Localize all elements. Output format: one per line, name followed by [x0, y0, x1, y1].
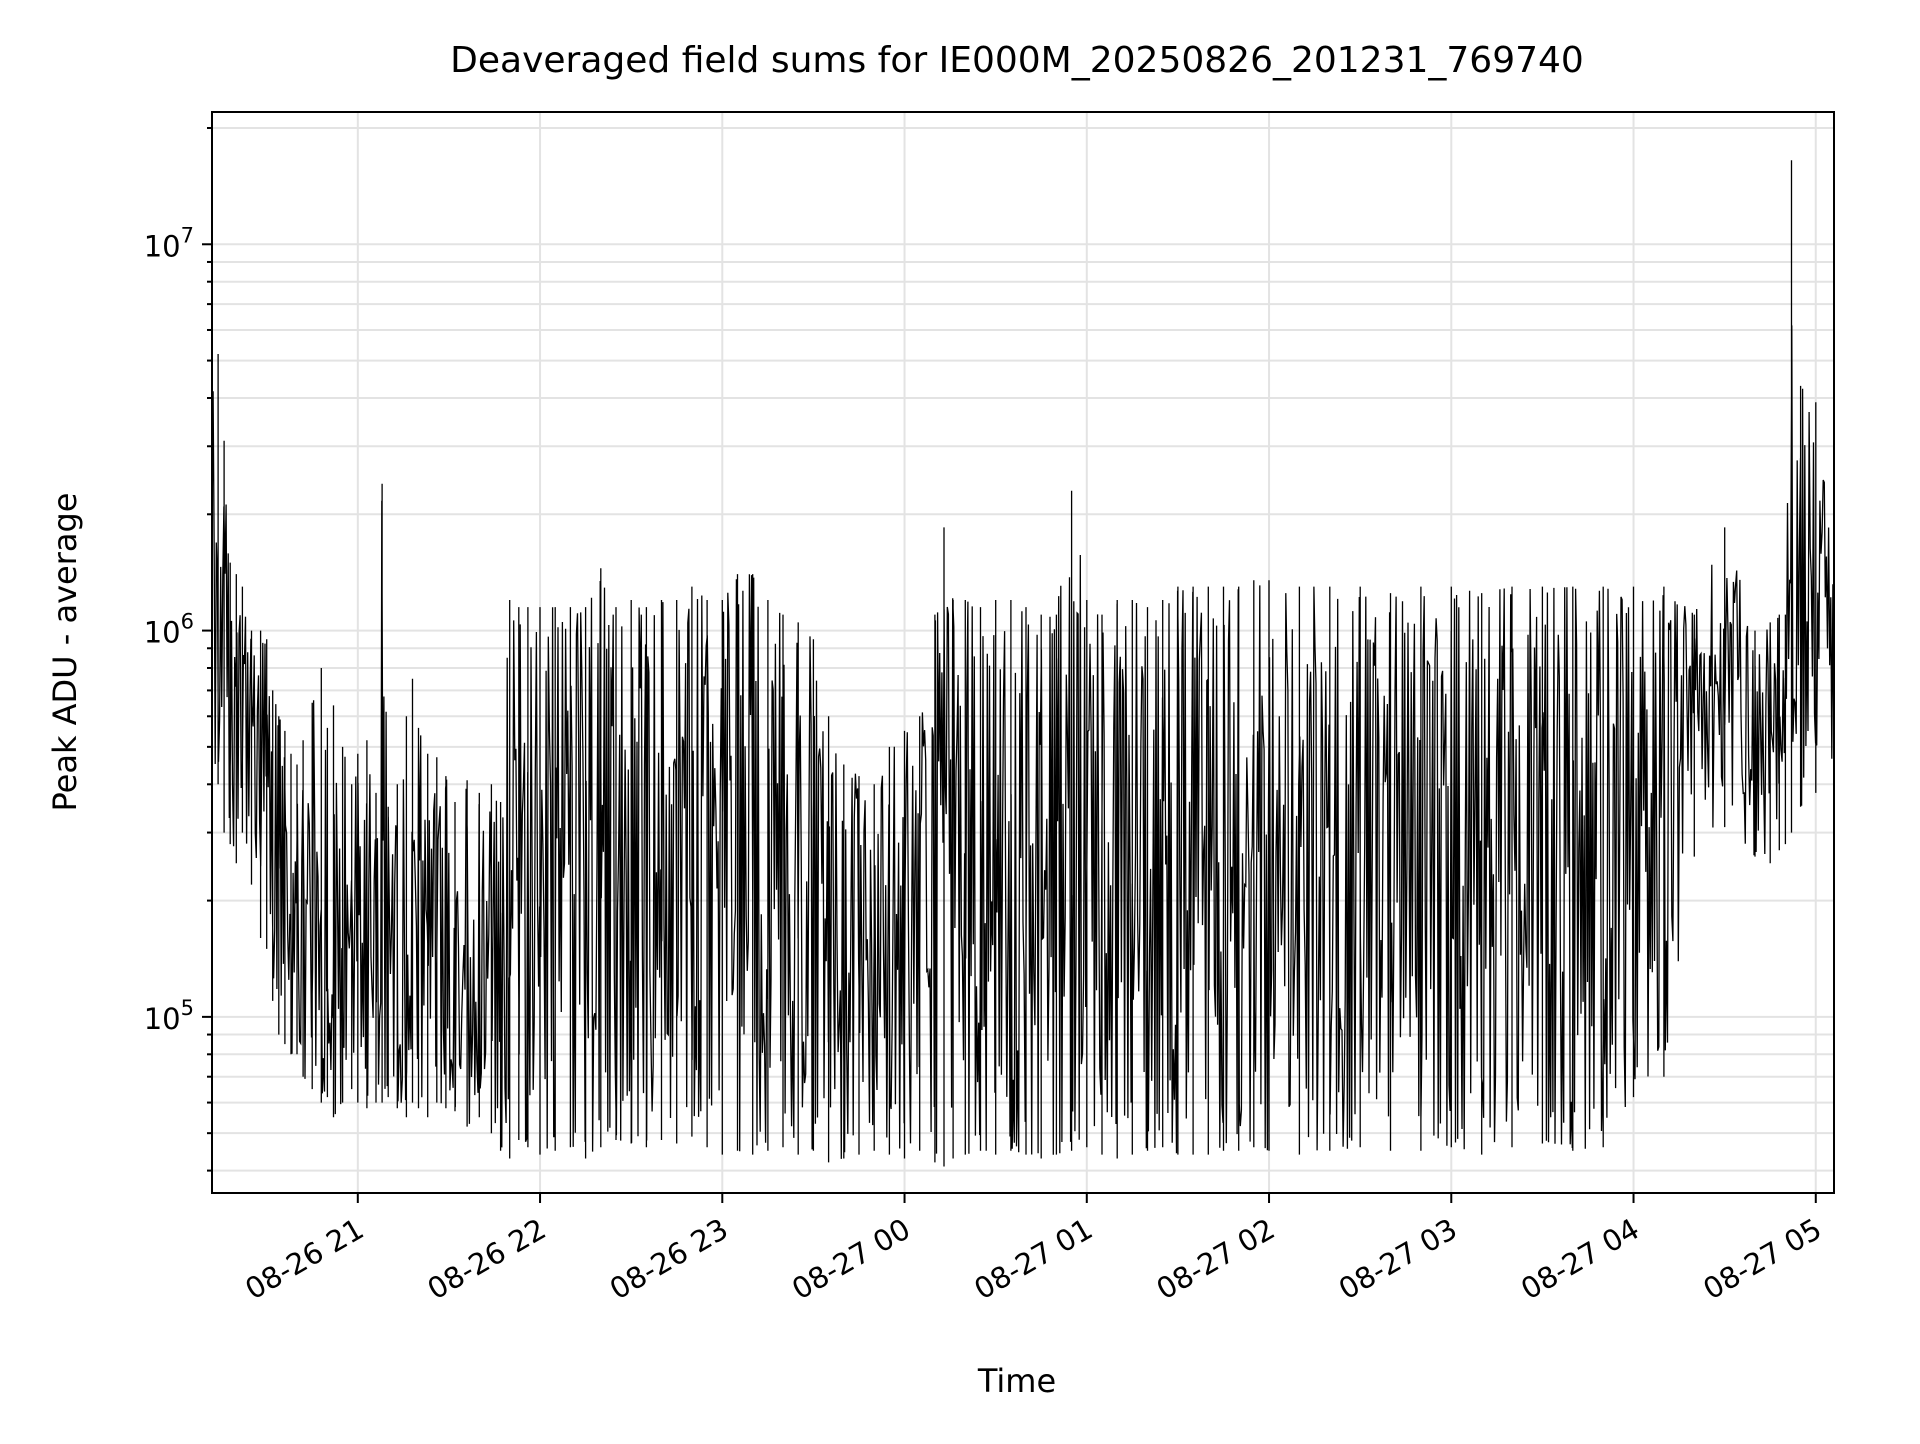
series-line	[211, 160, 1835, 1167]
grid	[212, 112, 1834, 1193]
x-tick-label: 08-26 21	[239, 1212, 369, 1307]
chart-title: Deaveraged field sums for IE000M_2025082…	[450, 40, 1584, 81]
x-tick-label: 08-27 01	[968, 1212, 1098, 1307]
x-tick-label: 08-27 04	[1515, 1212, 1645, 1307]
data-series	[211, 160, 1835, 1167]
x-tick-label: 08-27 02	[1151, 1212, 1281, 1307]
x-axis-ticks: 08-26 21 08-26 22 08-26 23 08-27 00 08-27 01…	[239, 1193, 1827, 1306]
y-tick-label: 107	[144, 223, 194, 263]
x-tick-label: 08-27 05	[1697, 1212, 1827, 1307]
x-axis-label: Time	[977, 1362, 1056, 1400]
y-axis-label: Peak ADU - average	[46, 493, 84, 812]
y-tick-label: 105	[144, 996, 194, 1036]
y-tick-label: 106	[144, 610, 194, 650]
plot-frame	[211, 111, 1835, 1194]
x-tick-label: 08-27 03	[1333, 1212, 1463, 1307]
x-tick-label: 08-27 00	[786, 1212, 916, 1307]
x-tick-label: 08-26 23	[604, 1212, 734, 1307]
y-axis-ticks: 105 106 107	[144, 126, 212, 1172]
x-tick-label: 08-26 22	[422, 1212, 552, 1307]
